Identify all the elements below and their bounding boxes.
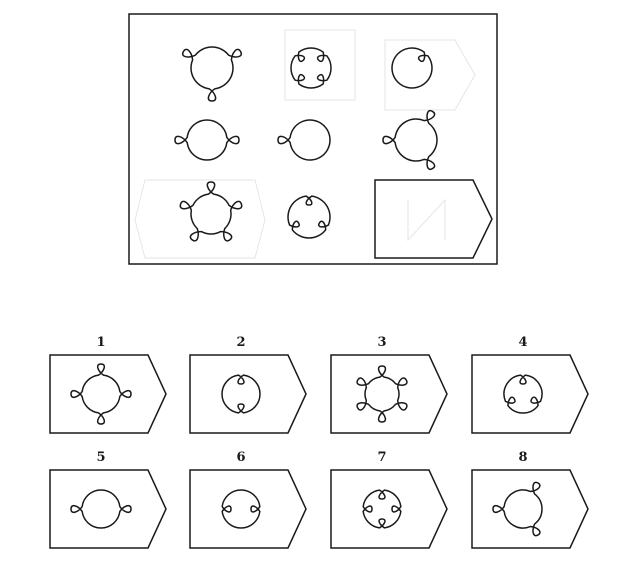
option-figure bbox=[503, 374, 543, 414]
option-label: 1 bbox=[96, 335, 105, 350]
figure-r1c1 bbox=[181, 46, 243, 102]
figure-r3c1 bbox=[179, 181, 243, 242]
option-label: 3 bbox=[377, 335, 386, 350]
option-figure bbox=[221, 374, 261, 414]
option-figure bbox=[70, 363, 132, 425]
option-1[interactable]: 1 bbox=[49, 335, 167, 434]
option-label: 7 bbox=[377, 450, 386, 465]
option-frame[interactable] bbox=[330, 469, 448, 549]
figure-r2c1 bbox=[174, 119, 240, 161]
option-figure bbox=[221, 489, 261, 529]
option-7[interactable]: 7 bbox=[330, 450, 448, 549]
figure-r1c2 bbox=[290, 47, 332, 89]
figure-r2c3 bbox=[382, 109, 438, 171]
option-8[interactable]: 8 bbox=[471, 450, 589, 549]
option-figure bbox=[492, 481, 543, 537]
option-label: 2 bbox=[236, 335, 245, 350]
option-frame[interactable] bbox=[471, 469, 589, 549]
figure-r2c2 bbox=[277, 119, 331, 161]
question-grid bbox=[174, 46, 438, 242]
option-frame[interactable] bbox=[189, 354, 307, 434]
answer-slot-ghost bbox=[407, 198, 446, 242]
option-frame[interactable] bbox=[471, 354, 589, 434]
question-panel bbox=[128, 13, 498, 265]
option-label: 8 bbox=[518, 450, 527, 465]
option-figure bbox=[70, 489, 132, 529]
option-frame[interactable] bbox=[189, 469, 307, 549]
figure-r1c3 bbox=[391, 47, 433, 89]
option-label: 4 bbox=[518, 335, 527, 350]
option-frame[interactable] bbox=[49, 354, 167, 434]
option-frame[interactable] bbox=[330, 354, 448, 434]
option-figure bbox=[356, 365, 408, 423]
option-4[interactable]: 4 bbox=[471, 335, 589, 434]
option-6[interactable]: 6 bbox=[189, 450, 307, 549]
options-area: 1 2 3 4 5 6 7 8 bbox=[49, 335, 589, 549]
option-label: 6 bbox=[236, 450, 245, 465]
option-figure bbox=[362, 489, 402, 529]
option-2[interactable]: 2 bbox=[189, 335, 307, 434]
option-3[interactable]: 3 bbox=[330, 335, 448, 434]
option-5[interactable]: 5 bbox=[49, 450, 167, 549]
option-frame[interactable] bbox=[49, 469, 167, 549]
figure-r3c2 bbox=[287, 195, 331, 239]
answer-slot[interactable] bbox=[374, 179, 493, 259]
option-label: 5 bbox=[96, 450, 105, 465]
